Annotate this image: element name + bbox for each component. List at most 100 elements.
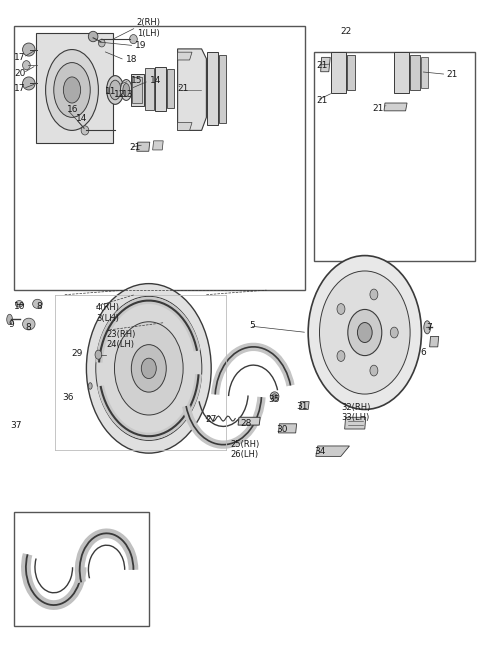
Bar <box>14 26 305 290</box>
Text: 9: 9 <box>9 320 14 329</box>
Polygon shape <box>394 52 409 93</box>
Polygon shape <box>345 417 366 429</box>
Polygon shape <box>178 123 192 130</box>
Text: 30: 30 <box>276 424 288 434</box>
Ellipse shape <box>337 304 345 314</box>
Text: 10: 10 <box>14 302 26 311</box>
Text: 18: 18 <box>126 55 137 65</box>
Ellipse shape <box>63 77 81 103</box>
Ellipse shape <box>107 76 124 104</box>
Text: 37: 37 <box>11 421 22 430</box>
Circle shape <box>320 271 410 394</box>
Ellipse shape <box>33 299 42 308</box>
Polygon shape <box>137 142 150 151</box>
Ellipse shape <box>15 301 23 307</box>
Polygon shape <box>331 52 346 93</box>
Circle shape <box>348 310 382 355</box>
Polygon shape <box>384 103 407 111</box>
Text: 21: 21 <box>130 143 141 152</box>
Text: 21: 21 <box>372 104 384 113</box>
Ellipse shape <box>23 77 35 90</box>
Polygon shape <box>167 69 174 108</box>
Polygon shape <box>219 55 226 123</box>
Text: 35: 35 <box>268 394 279 404</box>
Text: 2(RH)
1(LH): 2(RH) 1(LH) <box>137 18 161 38</box>
Text: 6: 6 <box>420 348 426 357</box>
Text: 16: 16 <box>67 105 79 114</box>
Text: 31: 31 <box>297 402 308 411</box>
Ellipse shape <box>130 35 137 44</box>
Polygon shape <box>421 57 428 88</box>
Polygon shape <box>36 33 113 143</box>
Text: 22: 22 <box>341 27 352 37</box>
Ellipse shape <box>23 318 35 330</box>
Text: 36: 36 <box>62 393 74 402</box>
Text: 25(RH)
26(LH): 25(RH) 26(LH) <box>230 440 260 460</box>
Ellipse shape <box>390 327 398 338</box>
Polygon shape <box>153 141 163 150</box>
Polygon shape <box>178 52 192 60</box>
Polygon shape <box>207 52 218 125</box>
Ellipse shape <box>98 39 105 47</box>
Text: 14: 14 <box>76 114 87 123</box>
Circle shape <box>308 256 421 409</box>
Text: 17: 17 <box>14 53 26 62</box>
Circle shape <box>141 358 156 379</box>
Bar <box>14 512 149 626</box>
Polygon shape <box>410 55 420 90</box>
Polygon shape <box>145 68 154 110</box>
Ellipse shape <box>424 321 431 334</box>
Polygon shape <box>131 74 144 106</box>
Circle shape <box>358 323 372 342</box>
Ellipse shape <box>109 80 121 100</box>
Ellipse shape <box>270 392 279 401</box>
Polygon shape <box>430 336 439 347</box>
Text: 21: 21 <box>446 70 458 79</box>
Text: 27: 27 <box>205 415 217 424</box>
Text: 13: 13 <box>122 90 133 99</box>
Text: 28: 28 <box>240 419 252 428</box>
Polygon shape <box>300 402 309 409</box>
Ellipse shape <box>88 383 92 389</box>
Polygon shape <box>132 77 142 103</box>
Text: 5: 5 <box>250 321 255 331</box>
Polygon shape <box>278 424 297 433</box>
Bar <box>314 52 475 261</box>
Ellipse shape <box>7 314 12 325</box>
Text: 23(RH)
24(LH): 23(RH) 24(LH) <box>107 330 136 349</box>
Ellipse shape <box>272 394 277 399</box>
Text: 8: 8 <box>25 323 31 332</box>
Ellipse shape <box>54 63 90 117</box>
Circle shape <box>132 345 166 392</box>
Ellipse shape <box>120 80 132 100</box>
Ellipse shape <box>95 350 102 359</box>
Polygon shape <box>238 417 260 425</box>
Text: 19: 19 <box>135 41 147 50</box>
Ellipse shape <box>23 43 35 56</box>
Text: 17: 17 <box>14 84 26 93</box>
Text: 21: 21 <box>317 96 328 105</box>
Ellipse shape <box>123 83 130 96</box>
Text: 29: 29 <box>71 349 83 358</box>
Text: 34: 34 <box>314 447 326 456</box>
Polygon shape <box>347 55 355 90</box>
Text: 20: 20 <box>14 68 26 78</box>
Text: 12: 12 <box>114 90 125 99</box>
Text: 7: 7 <box>426 323 432 332</box>
Text: 14: 14 <box>150 76 161 85</box>
Ellipse shape <box>370 289 378 300</box>
Circle shape <box>115 321 183 415</box>
Text: 15: 15 <box>131 76 142 85</box>
Text: 21: 21 <box>317 61 328 70</box>
Text: 8: 8 <box>36 302 42 311</box>
Text: 21: 21 <box>178 83 189 93</box>
Text: 4(RH)
3(LH): 4(RH) 3(LH) <box>96 303 120 323</box>
Ellipse shape <box>370 365 378 376</box>
Polygon shape <box>178 49 206 130</box>
Ellipse shape <box>81 126 89 135</box>
Ellipse shape <box>337 351 345 361</box>
Circle shape <box>96 296 202 441</box>
Circle shape <box>86 284 211 453</box>
Ellipse shape <box>46 50 98 130</box>
Polygon shape <box>316 446 349 456</box>
